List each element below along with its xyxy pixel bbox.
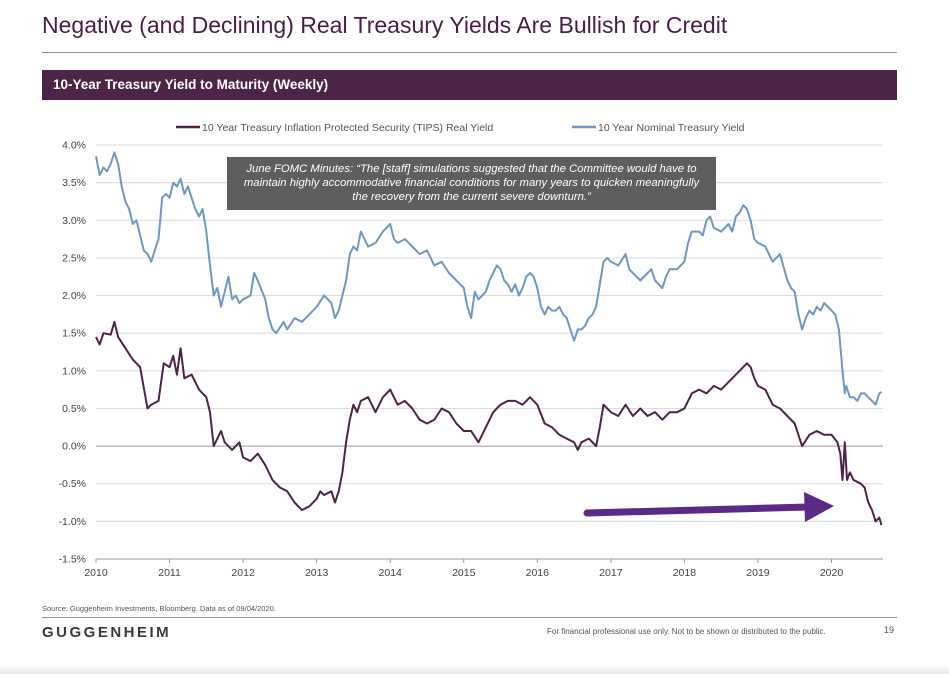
guggenheim-logo: GUGGENHEIM [42,624,172,641]
annotation-content: June FOMC Minutes: “The [staff] simulati… [243,163,700,203]
arrow-head [804,492,834,522]
page-number: 19 [884,625,895,635]
nominal-yield-line [95,151,883,406]
source-note: Source: Guggenheim Investments, Bloomber… [42,604,276,613]
annotation-group: June FOMC Minutes: “The [staff] simulati… [227,157,716,210]
slide-title: Negative (and Declining) Real Treasury Y… [42,12,728,38]
legend-tips-entry: 10 Year Treasury Inflation Protected Sec… [202,122,493,134]
chart-title: 10-Year Treasury Yield to Maturity (Week… [42,70,897,100]
chart-axes: -1.5% -1.0% -0.5% 0.0% 0.5% 1.0% 1.5% 2.0% 2.5% 3… [59,140,883,579]
annotation-text: June FOMC Minutes: “The [staff] simulati… [243,163,700,203]
y-tick-label: -0.5% [59,478,86,490]
y-tick-label: 0.0% [62,441,86,453]
x-tick-label: 2013 [305,567,329,579]
x-tick-label: 2016 [526,567,550,579]
y-tick-label: 4.0% [62,140,86,152]
x-tick-label: 2018 [673,567,697,579]
y-tick-label: 3.5% [62,177,86,189]
bottom-bar [0,664,949,674]
arrow-shaft [583,503,812,517]
disclaimer-text: For financial professional use only. Not… [547,627,826,636]
chart-legend: 10 Year Treasury Inflation Protected Sec… [176,122,745,134]
footer-divider [42,617,897,618]
x-tick-label: 2017 [599,567,623,579]
x-tick-label: 2020 [820,567,844,579]
tips-real-yield-line [95,320,883,526]
x-tick-label: 2014 [379,567,403,579]
y-tick-label: 2.0% [62,290,86,302]
x-tick-label: 2019 [746,567,770,579]
y-tick-label: 1.0% [62,365,86,377]
annotation-box [227,157,716,210]
x-tick-label: 2010 [84,567,108,579]
x-tick-label: 2011 [158,567,181,579]
y-tick-label: 2.5% [62,252,86,264]
legend-nominal-entry: 10 Year Nominal Treasury Yield [598,122,745,134]
y-tick-label: 1.5% [62,328,86,340]
y-tick-label: 0.5% [62,403,86,415]
y-tick-label: 3.0% [62,215,86,227]
chart-series [95,151,883,526]
trend-arrow [583,492,834,522]
line-chart: -1.5% -1.0% -0.5% 0.0% 0.5% 1.0% 1.5% 2.0% 2.5% 3… [59,122,883,579]
y-tick-label: -1.5% [59,554,86,566]
x-tick-label: 2015 [452,567,476,579]
title-divider [42,52,897,53]
y-tick-label: -1.0% [59,516,86,528]
x-tick-label: 2012 [231,567,255,579]
